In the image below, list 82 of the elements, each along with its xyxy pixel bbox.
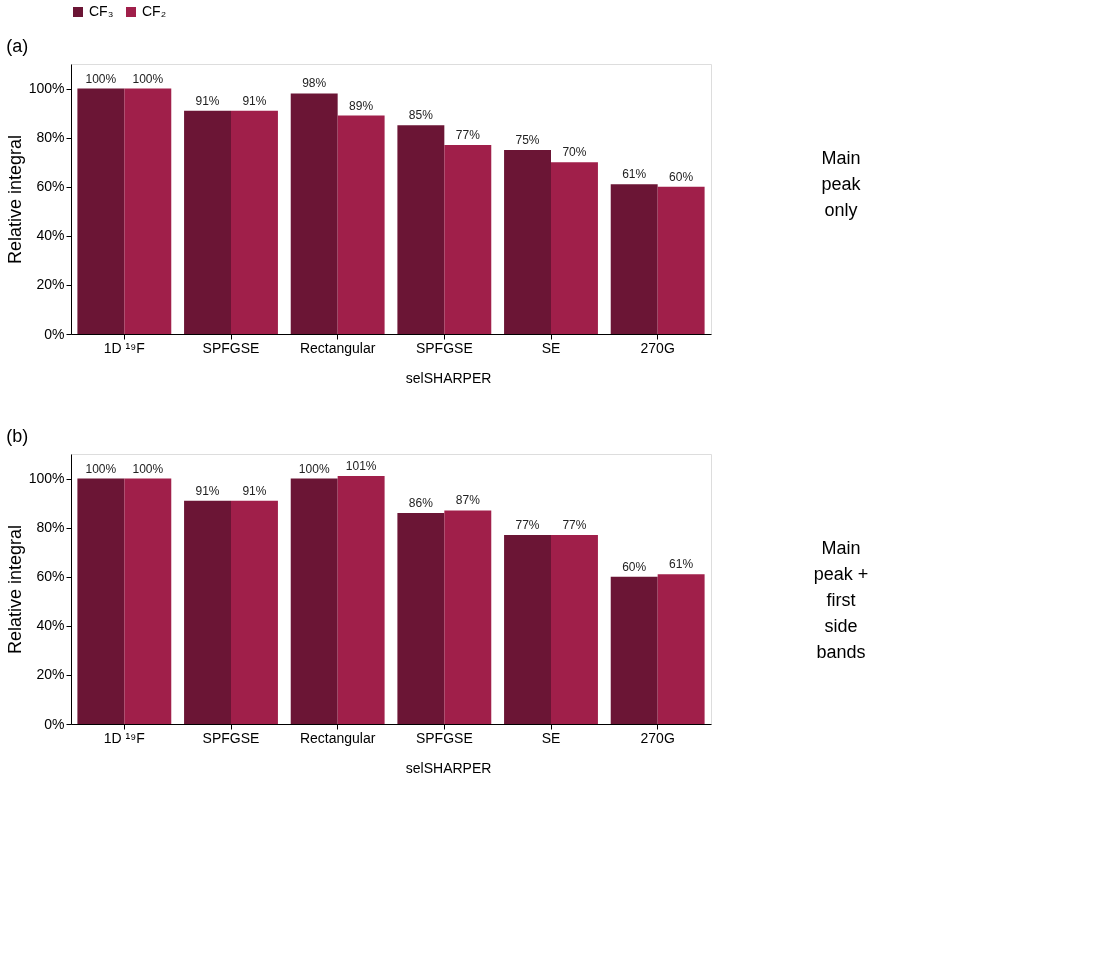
data-label: 100% bbox=[298, 461, 330, 476]
bar bbox=[184, 110, 231, 334]
data-label: 60% bbox=[669, 169, 694, 184]
bar bbox=[610, 576, 658, 724]
bar bbox=[551, 162, 598, 334]
data-label: 61% bbox=[669, 557, 694, 572]
y-tick-label: 100% bbox=[28, 80, 65, 97]
bar bbox=[337, 115, 385, 334]
data-label: 75% bbox=[515, 132, 540, 147]
bar bbox=[657, 186, 705, 334]
text: Main peak only bbox=[821, 147, 862, 220]
y-tick-label: 40% bbox=[36, 617, 65, 634]
y-tick-label: 60% bbox=[36, 178, 65, 195]
bar bbox=[124, 88, 172, 334]
text: Main peak + first side bands bbox=[813, 537, 869, 662]
y-tick-label: 80% bbox=[36, 519, 65, 536]
y-axis-title: Relative integral bbox=[4, 134, 25, 265]
y-tick-label: 0% bbox=[44, 325, 65, 342]
x-tick-label: Rectangular bbox=[299, 729, 376, 746]
data-label: 60% bbox=[622, 559, 647, 574]
bar bbox=[504, 149, 551, 334]
bar bbox=[290, 478, 338, 724]
bar bbox=[444, 510, 492, 724]
data-label: 100% bbox=[132, 71, 164, 86]
y-tick-label: 40% bbox=[36, 227, 65, 244]
bar bbox=[397, 125, 445, 334]
y-tick-label: 80% bbox=[36, 129, 65, 146]
data-label: 100% bbox=[132, 461, 164, 476]
bar bbox=[337, 476, 385, 724]
bar bbox=[124, 478, 172, 724]
bar bbox=[231, 110, 278, 334]
data-label: 91% bbox=[195, 93, 220, 108]
bar bbox=[504, 535, 551, 724]
x-tick-label: 270G bbox=[640, 729, 675, 746]
x-tick-label: 270G bbox=[640, 339, 675, 356]
y-tick-label: 20% bbox=[36, 276, 65, 293]
x-tick-label: SPFGSE bbox=[202, 339, 260, 356]
data-label: 89% bbox=[349, 98, 374, 113]
data-label: 86% bbox=[408, 495, 434, 510]
text: selSHARPER bbox=[405, 760, 492, 776]
x-tick-label: SPFGSE bbox=[415, 729, 473, 746]
chart-title: (b) bbox=[6, 426, 29, 446]
data-label: 91% bbox=[195, 483, 220, 498]
data-label: 98% bbox=[302, 76, 327, 91]
y-tick-label: 0% bbox=[44, 715, 65, 732]
legend-label: CF₃ bbox=[89, 3, 114, 19]
bar bbox=[290, 93, 338, 334]
x-tick-label: 1D ¹⁹F bbox=[103, 729, 145, 746]
bar bbox=[657, 574, 705, 724]
text: selSHARPER bbox=[405, 370, 492, 386]
data-label: 91% bbox=[242, 93, 267, 108]
x-tick-label: SPFGSE bbox=[202, 729, 260, 746]
x-tick-label: Rectangular bbox=[299, 339, 376, 356]
x-tick-label: SE bbox=[541, 729, 561, 746]
bar bbox=[444, 145, 492, 334]
data-label: 85% bbox=[408, 108, 434, 123]
bar bbox=[77, 478, 125, 724]
x-tick-label: SE bbox=[541, 339, 561, 356]
bar bbox=[77, 88, 125, 334]
data-label: 100% bbox=[85, 461, 117, 476]
bar bbox=[184, 500, 231, 724]
data-label: 100% bbox=[85, 71, 117, 86]
bar bbox=[551, 535, 598, 724]
chart-title: (a) bbox=[6, 36, 29, 56]
y-tick-label: 20% bbox=[36, 666, 65, 683]
bar bbox=[610, 184, 658, 334]
data-label: 101% bbox=[345, 459, 377, 474]
x-tick-label: 1D ¹⁹F bbox=[103, 339, 145, 356]
bar bbox=[397, 512, 445, 724]
data-label: 87% bbox=[455, 493, 481, 508]
data-label: 77% bbox=[455, 128, 481, 142]
data-label: 77% bbox=[562, 518, 587, 532]
bar bbox=[231, 500, 278, 724]
data-label: 61% bbox=[622, 167, 647, 182]
data-label: 70% bbox=[562, 145, 587, 160]
legend-label: CF₂ bbox=[142, 3, 167, 19]
y-tick-label: 60% bbox=[36, 568, 65, 585]
data-label: 77% bbox=[515, 518, 540, 532]
x-tick-label: SPFGSE bbox=[415, 339, 473, 356]
y-tick-label: 100% bbox=[28, 470, 65, 487]
y-axis-title: Relative integral bbox=[4, 524, 25, 655]
data-label: 91% bbox=[242, 483, 267, 498]
